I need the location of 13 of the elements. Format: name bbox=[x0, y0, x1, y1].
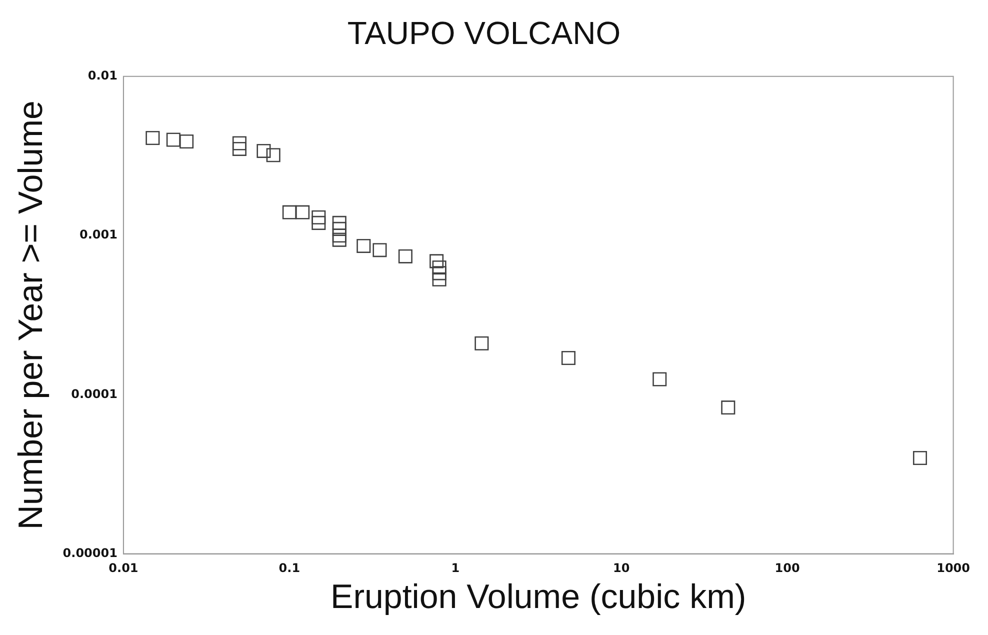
y-tick-label: 0.00001 bbox=[62, 546, 118, 560]
x-tick-label: 100 bbox=[774, 561, 800, 576]
x-tick-label: 10 bbox=[613, 561, 630, 576]
x-axis-title: Eruption Volume (cubic km) bbox=[330, 578, 746, 616]
x-tick-label: 1 bbox=[451, 561, 460, 576]
y-tick-label: 0.001 bbox=[79, 228, 118, 242]
x-tick-label: 0.01 bbox=[108, 561, 138, 576]
chart-title: TAUPO VOLCANO bbox=[347, 15, 621, 52]
x-tick-label: 1000 bbox=[936, 561, 970, 576]
y-tick-label: 0.0001 bbox=[71, 386, 118, 401]
y-tick-label: 0.01 bbox=[88, 68, 118, 83]
y-axis-title: Number per Year >= Volume bbox=[12, 100, 50, 530]
x-tick-label: 0.1 bbox=[278, 561, 300, 576]
